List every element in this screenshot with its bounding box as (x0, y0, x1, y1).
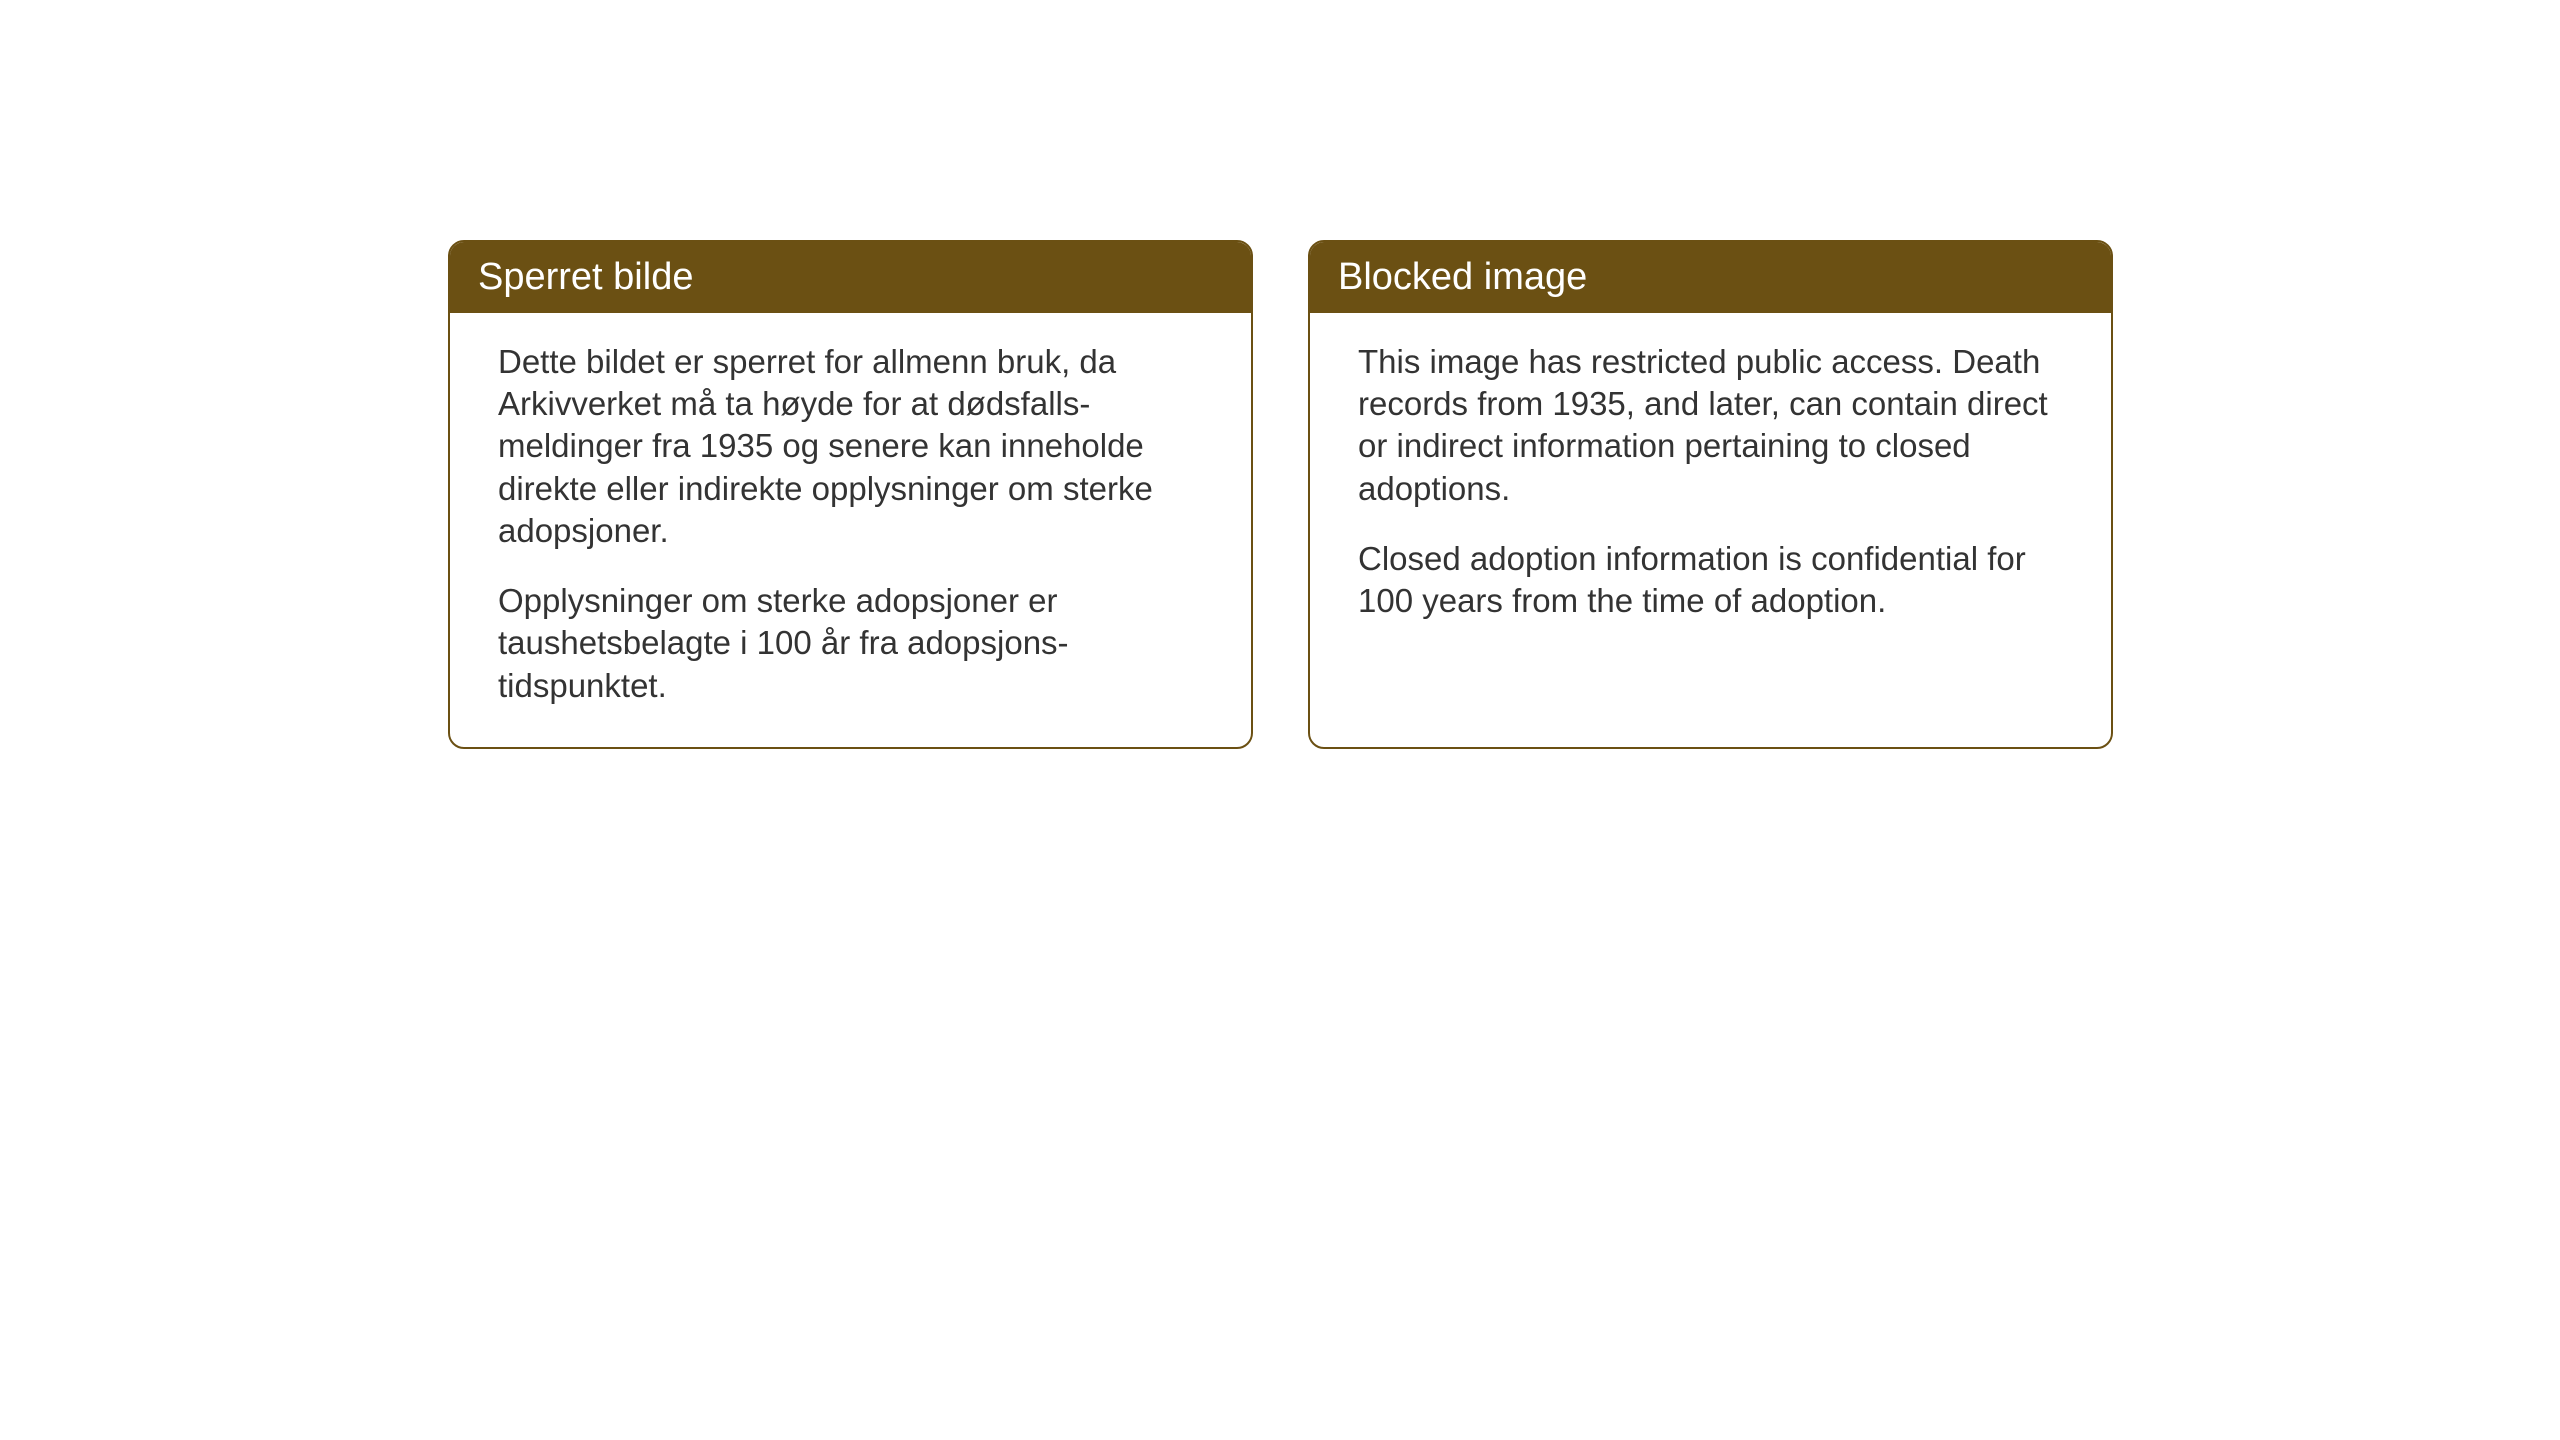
card-title-norwegian: Sperret bilde (478, 256, 693, 298)
notice-cards-container: Sperret bilde Dette bildet er sperret fo… (448, 240, 2113, 749)
card-title-english: Blocked image (1338, 256, 1587, 298)
card-body-norwegian: Dette bildet er sperret for allmenn bruk… (450, 313, 1251, 747)
card-header-norwegian: Sperret bilde (450, 242, 1251, 313)
card-paragraph-1-norwegian: Dette bildet er sperret for allmenn bruk… (498, 341, 1203, 552)
card-paragraph-1-english: This image has restricted public access.… (1358, 341, 2063, 510)
notice-card-english: Blocked image This image has restricted … (1308, 240, 2113, 749)
card-paragraph-2-norwegian: Opplysninger om sterke adopsjoner er tau… (498, 580, 1203, 707)
card-paragraph-2-english: Closed adoption information is confident… (1358, 538, 2063, 622)
card-header-english: Blocked image (1310, 242, 2111, 313)
notice-card-norwegian: Sperret bilde Dette bildet er sperret fo… (448, 240, 1253, 749)
card-body-english: This image has restricted public access.… (1310, 313, 2111, 733)
